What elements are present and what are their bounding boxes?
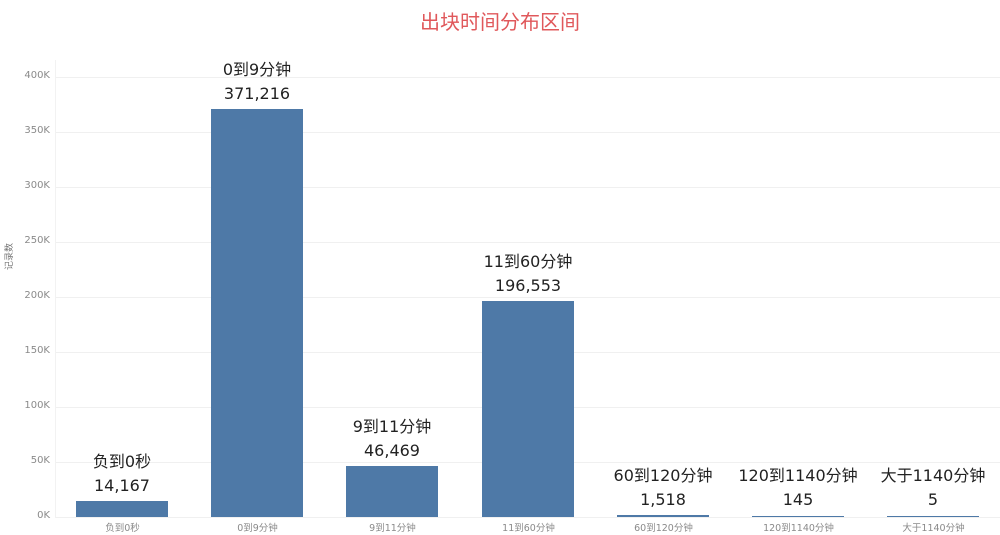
bar-data-label-category: 60到120分钟 bbox=[613, 466, 713, 485]
bar-data-label-value: 5 bbox=[927, 490, 939, 509]
x-tick-label: 60到120分钟 bbox=[634, 523, 693, 534]
gridline bbox=[56, 187, 1000, 188]
y-tick-label: 100K bbox=[24, 400, 50, 411]
bar-data-label-value: 196,553 bbox=[494, 275, 562, 295]
bar-data-label-category: 11到60分钟 bbox=[483, 251, 573, 271]
chart-title: 出块时间分布区间 bbox=[420, 10, 580, 34]
x-tick-label: 0到9分钟 bbox=[237, 523, 278, 534]
bar-data-label-value: 46,469 bbox=[364, 440, 420, 460]
gridline bbox=[56, 517, 1000, 518]
gridline bbox=[56, 77, 1000, 78]
bar-data-label-category: 负到0秒 bbox=[92, 452, 152, 472]
bar[interactable] bbox=[346, 465, 438, 517]
bar-data-label-value: 14,167 bbox=[94, 476, 150, 496]
y-tick-label: 250K bbox=[24, 235, 50, 246]
y-axis-label: 记录数 bbox=[5, 242, 15, 270]
y-tick-label: 200K bbox=[24, 290, 50, 301]
y-tick-label: 0K bbox=[37, 510, 50, 521]
y-tick-label: 300K bbox=[24, 180, 50, 191]
bar[interactable] bbox=[617, 515, 709, 517]
x-tick-label: 9到11分钟 bbox=[369, 523, 416, 534]
y-tick-label: 400K bbox=[24, 70, 50, 81]
bar-data-label-value: 371,216 bbox=[223, 83, 291, 103]
y-tick-label: 50K bbox=[30, 455, 50, 466]
bar[interactable] bbox=[752, 516, 844, 517]
y-axis-line bbox=[55, 60, 56, 518]
gridline bbox=[56, 132, 1000, 133]
x-tick-label: 负到0秒 bbox=[105, 523, 140, 534]
bar-data-label-category: 0到9分钟 bbox=[222, 59, 292, 79]
bar-data-label-category: 9到11分钟 bbox=[352, 416, 432, 436]
bar[interactable] bbox=[482, 300, 574, 517]
bar[interactable] bbox=[211, 108, 303, 517]
y-tick-label: 350K bbox=[24, 125, 50, 136]
x-tick-label: 120到1140分钟 bbox=[763, 523, 834, 534]
gridline bbox=[56, 297, 1000, 298]
bar-data-label-category: 120到1140分钟 bbox=[738, 466, 858, 485]
x-tick-label: 11到60分钟 bbox=[502, 523, 555, 534]
bar-data-label-category: 大于1140分钟 bbox=[880, 466, 986, 485]
bar[interactable] bbox=[887, 516, 979, 517]
y-tick-label: 150K bbox=[24, 345, 50, 356]
bar-data-label-value: 145 bbox=[782, 490, 814, 509]
x-tick-label: 大于1140分钟 bbox=[902, 523, 965, 534]
bar-data-label-value: 1,518 bbox=[640, 490, 686, 509]
bar[interactable] bbox=[76, 501, 168, 517]
gridline bbox=[56, 242, 1000, 243]
